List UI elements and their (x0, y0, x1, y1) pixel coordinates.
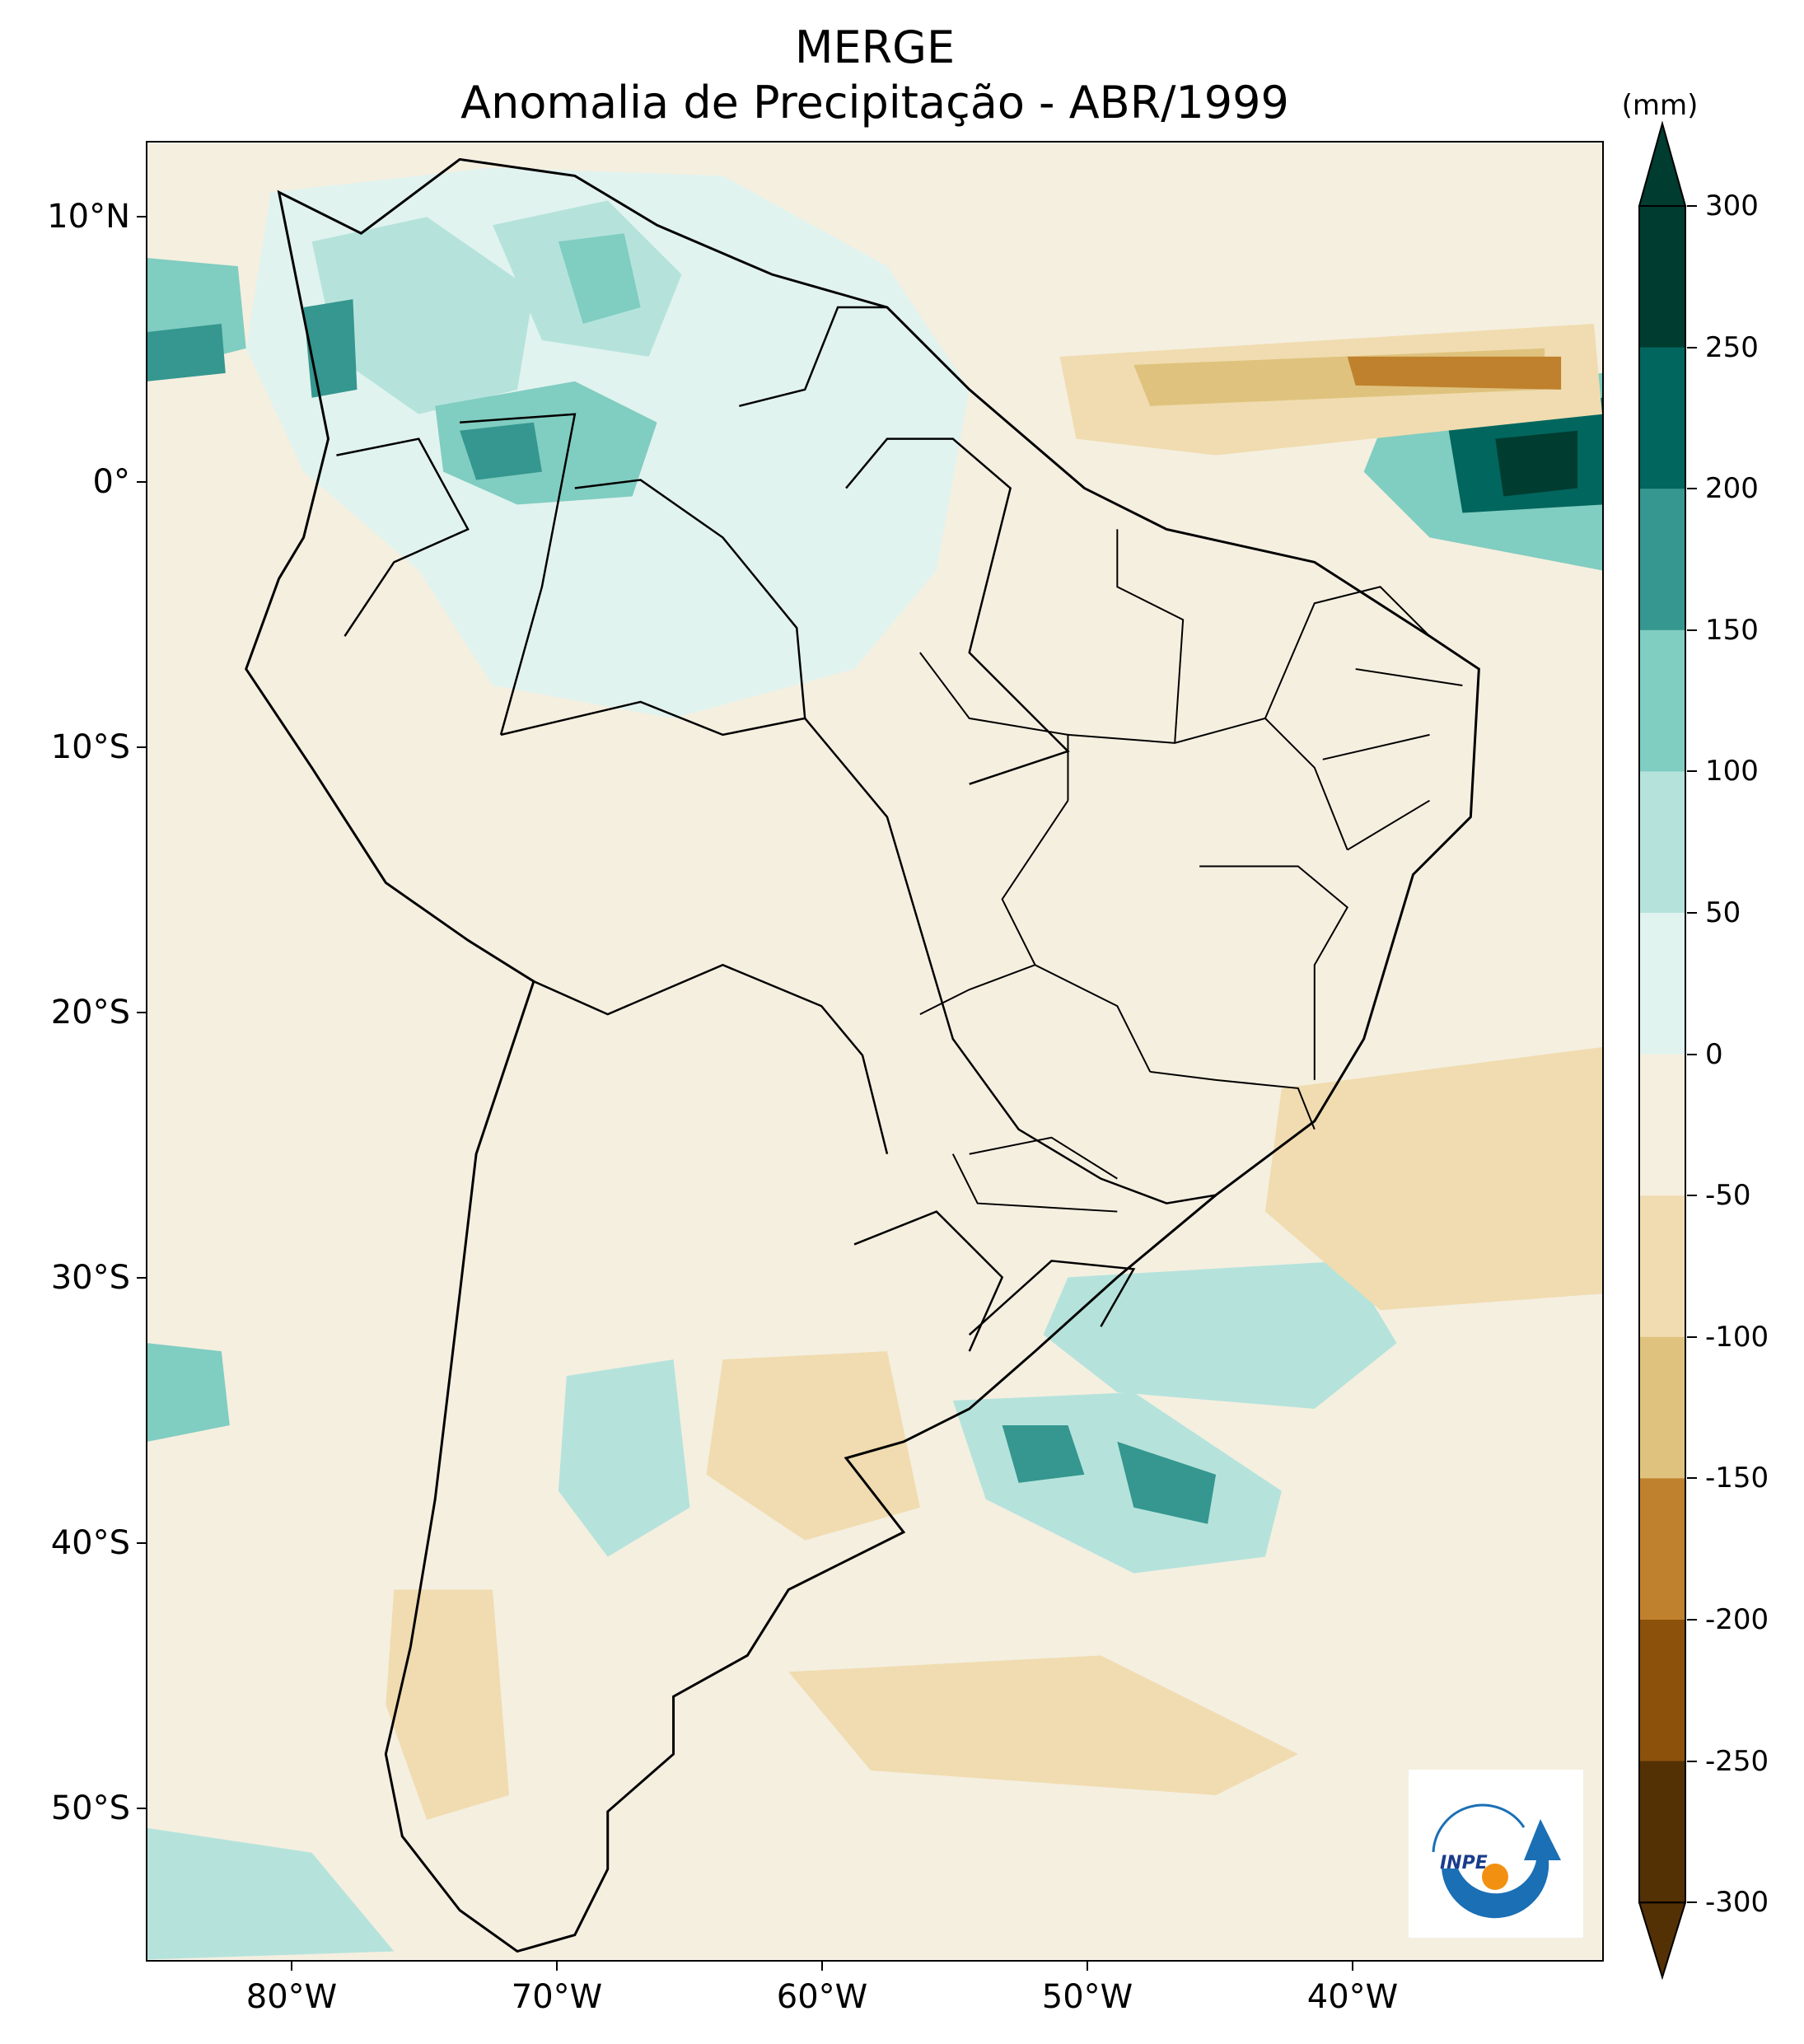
state-borders (919, 529, 1463, 1213)
lon-label-50w: 50°W (1041, 1978, 1133, 2016)
lat-tick (137, 1542, 146, 1544)
logo-orbit-icon (1432, 1803, 1526, 1853)
chile-dry (386, 1589, 510, 1820)
colorbar-label: -300 (1705, 1886, 1769, 1920)
lon-label-80w: 80°W (245, 1978, 338, 2016)
colorbar-segment (1639, 347, 1685, 489)
south-atlantic-core (1002, 1424, 1085, 1483)
lat-tick (137, 481, 146, 483)
colorbar-tick (1687, 1901, 1697, 1904)
colorbar-label: 150 (1705, 613, 1759, 647)
colorbar-label: 100 (1705, 755, 1759, 788)
colorbar-tick (1687, 1053, 1697, 1055)
colorbar-tick (1687, 1477, 1697, 1480)
colorbar-extend-min (1638, 1901, 1687, 1981)
pacific-wet-2 (147, 324, 226, 381)
lon-tick (556, 1962, 558, 1971)
inpe-logo: INPE (1409, 1770, 1583, 1938)
lon-tick (821, 1962, 823, 1971)
colorbar-label: -250 (1705, 1744, 1769, 1778)
lat-label-0: 0° (92, 463, 130, 501)
pacific-south-wet (147, 1343, 230, 1442)
precipitation-anomaly-map (146, 141, 1604, 1962)
colorbar-tick (1687, 1760, 1697, 1762)
colorbar-segment (1639, 1478, 1685, 1621)
south-atlantic-core-2 (1117, 1441, 1217, 1524)
colorbar-segment (1639, 1195, 1685, 1338)
colorbar-segment (1639, 771, 1685, 914)
lat-label-50s: 50°S (50, 1789, 130, 1827)
lon-label-40w: 40°W (1306, 1978, 1399, 2016)
colorbar-segment (1639, 489, 1685, 631)
colorbar-tick (1687, 488, 1697, 490)
lat-tick (137, 1808, 146, 1809)
colorbar-tick (1687, 912, 1697, 914)
logo-sun-icon (1482, 1864, 1508, 1890)
south-america-coastline (245, 157, 1480, 1953)
positive-anomaly-regions (147, 167, 1602, 1960)
colorbar-label: -200 (1705, 1603, 1769, 1636)
atlantic-itcz-peak (1495, 430, 1578, 497)
lat-tick (137, 1277, 146, 1279)
map-title: MERGE (794, 21, 956, 73)
lon-tick (291, 1962, 292, 1971)
colorbar-label: -50 (1705, 1179, 1751, 1213)
colorbar-segment (1639, 1620, 1685, 1762)
colorbar-segment (1639, 1761, 1685, 1903)
colorbar-tick (1687, 1195, 1697, 1197)
colorbar-label: 200 (1705, 472, 1759, 506)
colorbar-unit: (mm) (1621, 89, 1699, 122)
lon-tick (1352, 1962, 1353, 1971)
colorbar-segment (1639, 1336, 1685, 1479)
colorbar-tick (1687, 205, 1697, 207)
colorbar-tick (1687, 1619, 1697, 1621)
lat-label-20s: 20°S (50, 994, 130, 1031)
logo-swoosh-icon (1442, 1819, 1561, 1919)
patagonia-wet (558, 1359, 690, 1557)
amazon-peak-wet (460, 422, 542, 480)
lat-label-10s: 10°S (50, 728, 130, 766)
colorbar-label: 300 (1705, 189, 1759, 222)
panama-wet (303, 299, 358, 398)
southern-ocean-wet (147, 1827, 395, 1960)
brazil-border (500, 700, 1217, 1204)
colorbar-segment (1639, 629, 1685, 772)
colorbar-label: -150 (1705, 1462, 1769, 1495)
south-dry (706, 1351, 920, 1541)
colorbar-frame (1638, 205, 1686, 1904)
south-atlantic-wet (1043, 1261, 1397, 1410)
colorbar-tick (1687, 629, 1697, 631)
lon-label-60w: 60°W (776, 1978, 868, 2016)
colorbar-tick (1687, 346, 1697, 348)
map-subtitle: Anomalia de Precipitação - ABR/1999 (460, 77, 1289, 129)
logo-text: INPE (1440, 1853, 1488, 1873)
colorbar-segment (1639, 206, 1685, 348)
colorbar-tick (1687, 770, 1697, 773)
colorbar-segment (1639, 1054, 1685, 1196)
lat-label-10n: 10°N (47, 198, 130, 236)
colorbar-label: 50 (1705, 896, 1741, 929)
southeast-atlantic-dry (1264, 1047, 1602, 1311)
atlantic-north-dry-peak (1347, 356, 1562, 390)
colorbar-segment (1639, 913, 1685, 1055)
lat-label-40s: 40°S (50, 1524, 130, 1562)
colorbar-tick (1687, 1335, 1697, 1338)
colorbar (1638, 120, 1687, 1981)
lat-tick (137, 1012, 146, 1013)
lon-label-70w: 70°W (511, 1978, 603, 2016)
lon-tick (1087, 1962, 1088, 1971)
lat-tick (137, 746, 146, 748)
lat-tick (137, 216, 146, 217)
colorbar-label: -100 (1705, 1320, 1769, 1354)
colorbar-extend-max (1638, 120, 1687, 207)
lat-label-30s: 30°S (50, 1259, 130, 1297)
colombia-wet (558, 233, 641, 324)
northwest-wet-region (311, 217, 534, 414)
colorbar-label: 0 (1705, 1037, 1723, 1071)
colorbar-label: 250 (1705, 330, 1759, 364)
